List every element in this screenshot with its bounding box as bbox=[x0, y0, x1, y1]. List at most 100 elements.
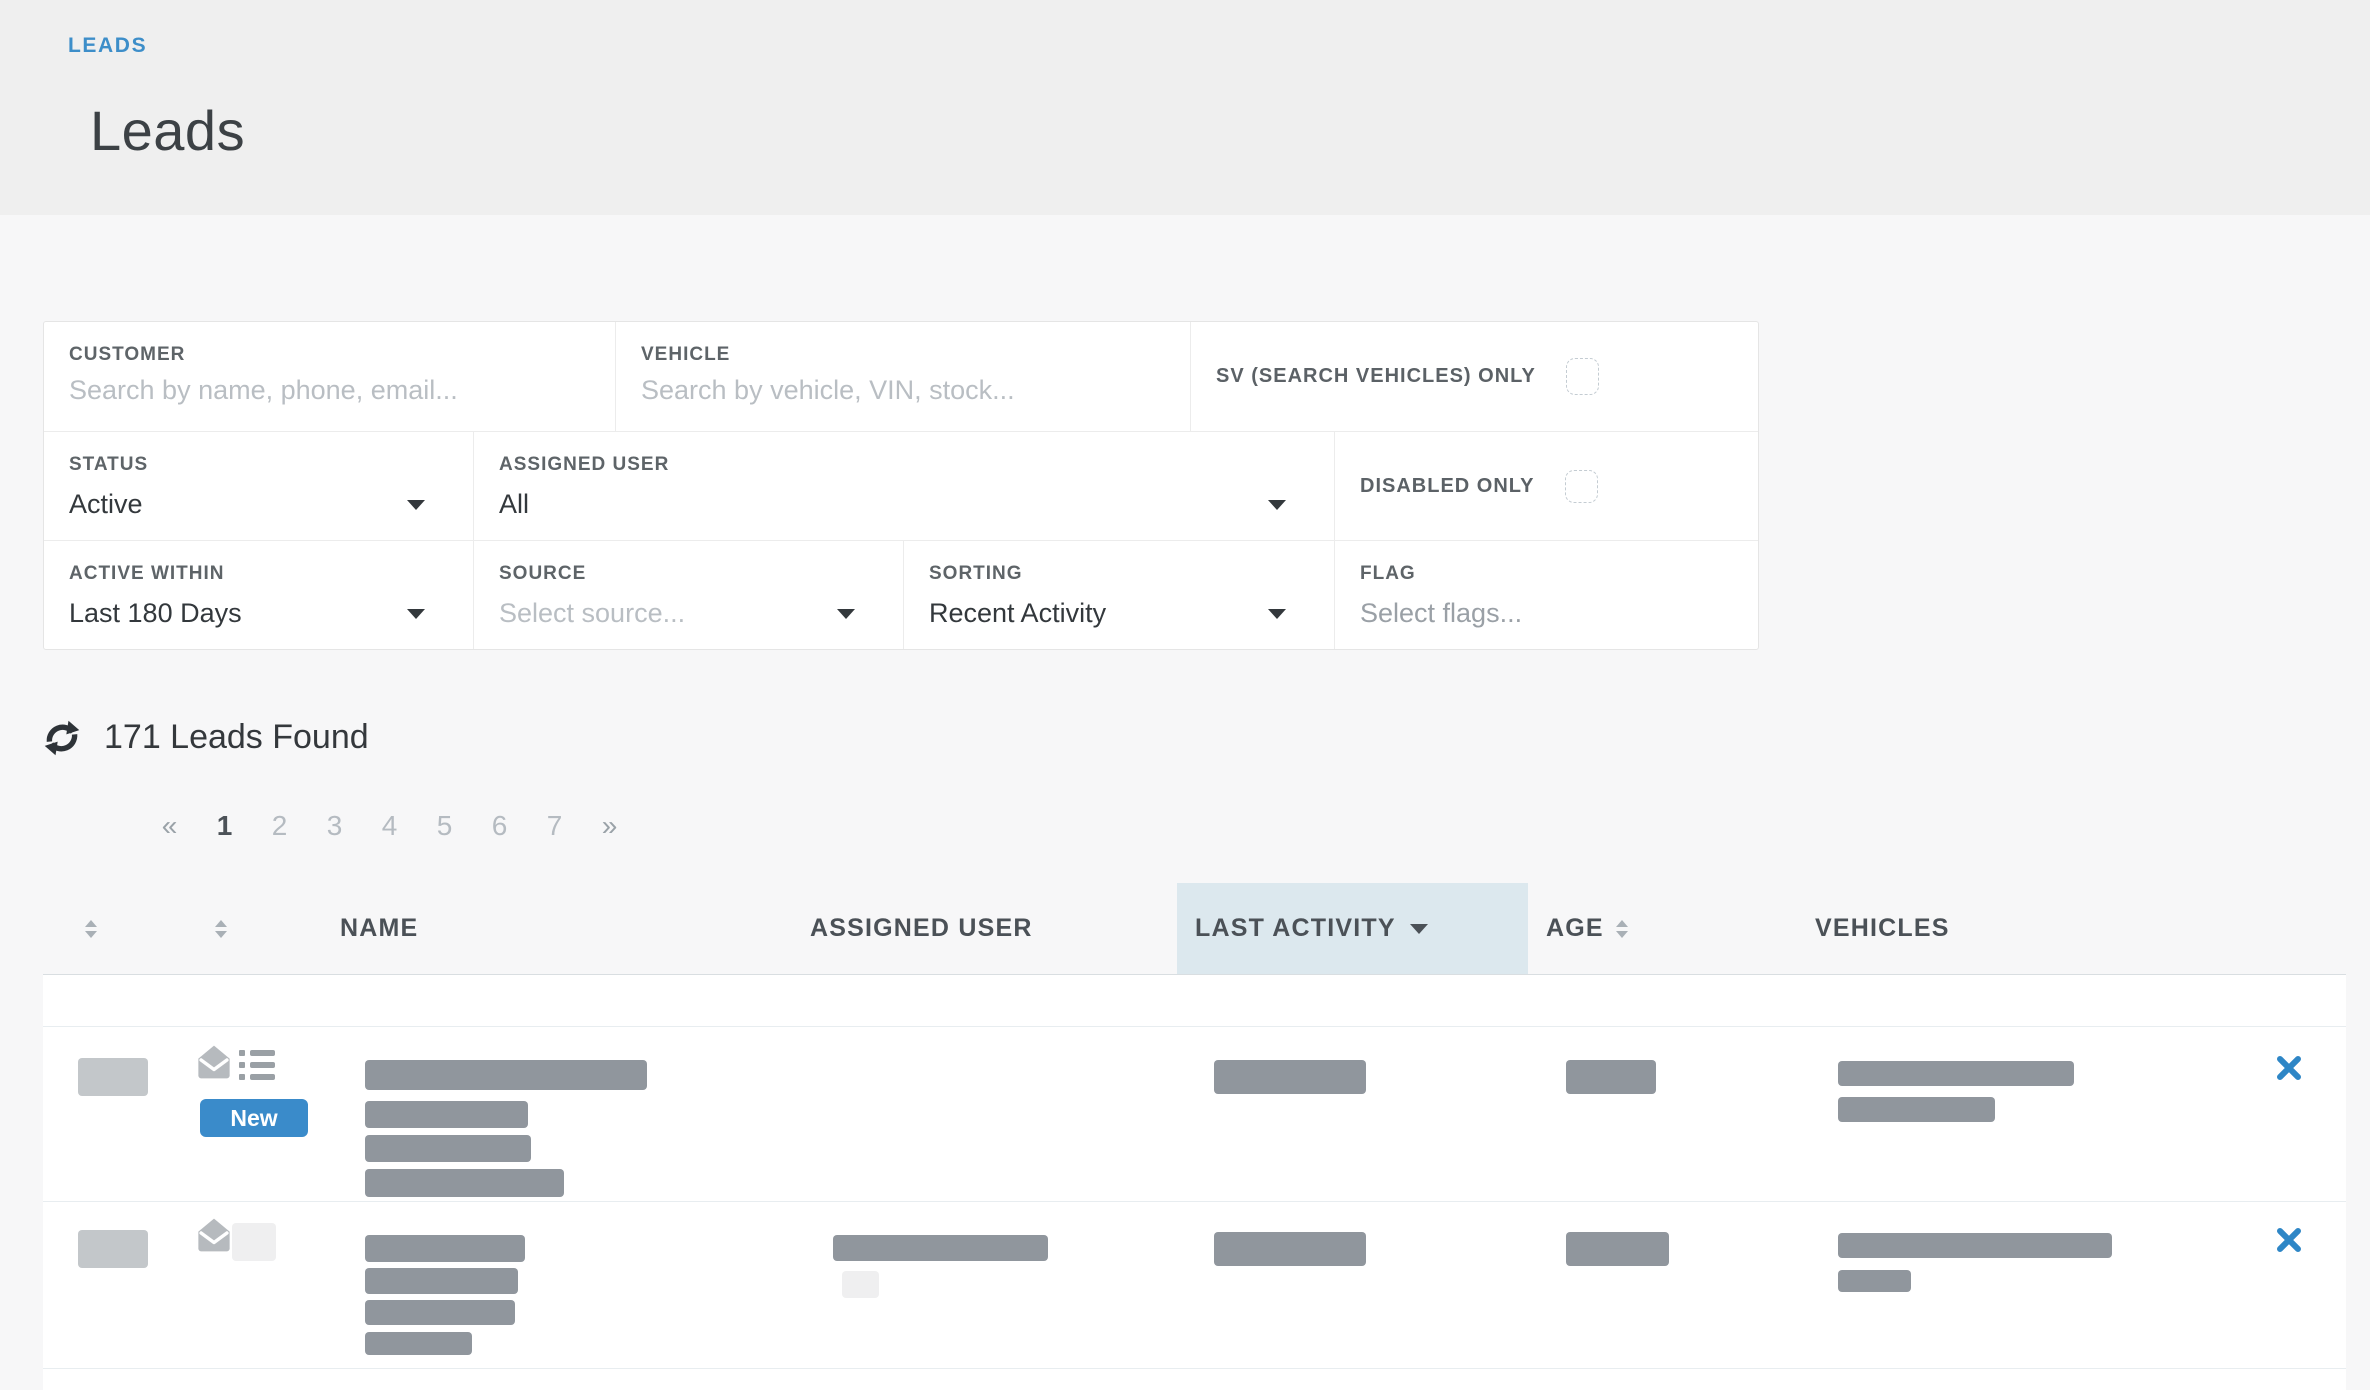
status-badge-new: New bbox=[200, 1099, 308, 1137]
flag-filter: FLAG Select flags... bbox=[1334, 541, 1758, 649]
redacted-vehicle bbox=[1838, 1061, 2074, 1086]
sort-icon bbox=[1616, 920, 1628, 938]
sv-only-checkbox[interactable] bbox=[1566, 358, 1599, 395]
status-filter: STATUS Active bbox=[44, 432, 473, 540]
redacted-checkbox-cell bbox=[78, 1058, 148, 1096]
disabled-only-checkbox[interactable] bbox=[1565, 470, 1598, 503]
redacted-phone bbox=[365, 1268, 518, 1294]
source-dropdown[interactable]: Select source... bbox=[499, 598, 903, 629]
page-header-band: LEADS Leads bbox=[0, 0, 2370, 215]
pagination-page-2[interactable]: 2 bbox=[252, 810, 307, 842]
page-title: Leads bbox=[90, 98, 245, 163]
last-activity-label: LAST ACTIVITY bbox=[1195, 914, 1396, 943]
sort-icon bbox=[215, 920, 227, 938]
vehicle-filter: VEHICLE bbox=[615, 322, 1190, 431]
column-header-vehicles: VEHICLES bbox=[1815, 883, 2230, 974]
pagination-page-1[interactable]: 1 bbox=[197, 810, 252, 842]
redacted-last-activity bbox=[1214, 1060, 1366, 1094]
disabled-only-label: DISABLED ONLY bbox=[1360, 475, 1535, 498]
sort-desc-icon bbox=[1410, 924, 1428, 934]
flag-label: FLAG bbox=[1360, 563, 1758, 585]
redacted-phone bbox=[365, 1101, 528, 1128]
chevron-down-icon bbox=[407, 500, 425, 510]
source-filter: SOURCE Select source... bbox=[473, 541, 903, 649]
chevron-down-icon bbox=[407, 609, 425, 619]
customer-search-input[interactable] bbox=[69, 375, 533, 406]
redacted-email bbox=[365, 1169, 564, 1197]
chevron-down-icon bbox=[1268, 500, 1286, 510]
redacted-phone bbox=[365, 1135, 531, 1162]
source-placeholder: Select source... bbox=[499, 598, 685, 629]
customer-label: CUSTOMER bbox=[69, 344, 615, 366]
envelope-icon bbox=[197, 1218, 231, 1252]
chevron-down-icon bbox=[837, 609, 855, 619]
assigned-user-value: All bbox=[499, 489, 529, 520]
pagination-page-3[interactable]: 3 bbox=[307, 810, 362, 842]
active-within-dropdown[interactable]: Last 180 Days bbox=[69, 598, 473, 629]
redacted-age bbox=[1566, 1060, 1656, 1094]
chevron-down-icon bbox=[1268, 609, 1286, 619]
redacted-age bbox=[1566, 1232, 1669, 1266]
pagination-page-6[interactable]: 6 bbox=[472, 810, 527, 842]
sort-icon bbox=[85, 920, 97, 938]
row-divider bbox=[43, 1201, 2346, 1202]
close-icon[interactable] bbox=[2276, 1055, 2302, 1081]
redacted-checkbox-cell bbox=[78, 1230, 148, 1268]
vehicle-label: VEHICLE bbox=[641, 344, 1190, 366]
status-value: Active bbox=[69, 489, 143, 520]
pagination-page-5[interactable]: 5 bbox=[417, 810, 472, 842]
pagination: « 1 2 3 4 5 6 7 » bbox=[142, 810, 637, 842]
results-summary: 171 Leads Found bbox=[44, 718, 369, 757]
redacted-last-activity bbox=[1214, 1232, 1366, 1266]
pagination-next[interactable]: » bbox=[582, 810, 637, 842]
sorting-label: SORTING bbox=[929, 563, 1334, 585]
close-icon[interactable] bbox=[2276, 1227, 2302, 1253]
sorting-filter: SORTING Recent Activity bbox=[903, 541, 1334, 649]
breadcrumb[interactable]: LEADS bbox=[68, 34, 147, 58]
redacted-phone bbox=[365, 1300, 515, 1325]
vehicle-search-input[interactable] bbox=[641, 375, 1108, 406]
age-label: AGE bbox=[1546, 914, 1604, 943]
redacted-vehicle bbox=[1838, 1270, 1911, 1292]
disabled-only-filter: DISABLED ONLY bbox=[1334, 432, 1758, 540]
assigned-user-label: ASSIGNED USER bbox=[499, 454, 1334, 476]
leads-table-header: NAME ASSIGNED USER LAST ACTIVITY AGE VEH… bbox=[43, 883, 2346, 975]
row-divider bbox=[43, 1368, 2346, 1369]
sort-column-2-header[interactable] bbox=[160, 883, 340, 974]
list-icon bbox=[239, 1049, 275, 1081]
redacted-assigned-user bbox=[833, 1235, 1048, 1261]
column-header-actions bbox=[2230, 883, 2346, 974]
redacted-name bbox=[365, 1060, 647, 1090]
sorting-dropdown[interactable]: Recent Activity bbox=[929, 598, 1334, 629]
redacted-name bbox=[365, 1235, 525, 1262]
column-header-name: NAME bbox=[340, 883, 810, 974]
sv-only-label: SV (SEARCH VEHICLES) ONLY bbox=[1216, 365, 1536, 388]
column-header-assigned-user: ASSIGNED USER bbox=[810, 883, 1177, 974]
active-within-value: Last 180 Days bbox=[69, 598, 242, 629]
sort-column-1-header[interactable] bbox=[43, 883, 160, 974]
flag-placeholder: Select flags... bbox=[1360, 598, 1522, 629]
pagination-page-4[interactable]: 4 bbox=[362, 810, 417, 842]
status-dropdown[interactable]: Active bbox=[69, 489, 473, 520]
envelope-icon bbox=[197, 1045, 231, 1079]
results-count-text: 171 Leads Found bbox=[104, 718, 369, 757]
redacted-vehicle bbox=[1838, 1233, 2112, 1258]
status-label: STATUS bbox=[69, 454, 473, 476]
assigned-user-dropdown[interactable]: All bbox=[499, 489, 1334, 520]
column-header-last-activity[interactable]: LAST ACTIVITY bbox=[1177, 883, 1528, 974]
flag-select[interactable]: Select flags... bbox=[1360, 598, 1758, 629]
sorting-value: Recent Activity bbox=[929, 598, 1106, 629]
refresh-icon[interactable] bbox=[44, 720, 80, 756]
redacted-vehicle bbox=[1838, 1097, 1995, 1122]
filter-row-2: STATUS Active ASSIGNED USER All DISABLED… bbox=[44, 431, 1758, 540]
active-within-label: ACTIVE WITHIN bbox=[69, 563, 473, 585]
row-divider bbox=[43, 1026, 2346, 1027]
pagination-prev[interactable]: « bbox=[142, 810, 197, 842]
source-label: SOURCE bbox=[499, 563, 903, 585]
column-header-age[interactable]: AGE bbox=[1528, 883, 1815, 974]
assigned-user-filter: ASSIGNED USER All bbox=[473, 432, 1334, 540]
redacted-assigned-user-detail bbox=[842, 1271, 879, 1298]
filter-row-3: ACTIVE WITHIN Last 180 Days SOURCE Selec… bbox=[44, 540, 1758, 649]
pagination-page-7[interactable]: 7 bbox=[527, 810, 582, 842]
redacted-icon-cell bbox=[232, 1223, 276, 1261]
